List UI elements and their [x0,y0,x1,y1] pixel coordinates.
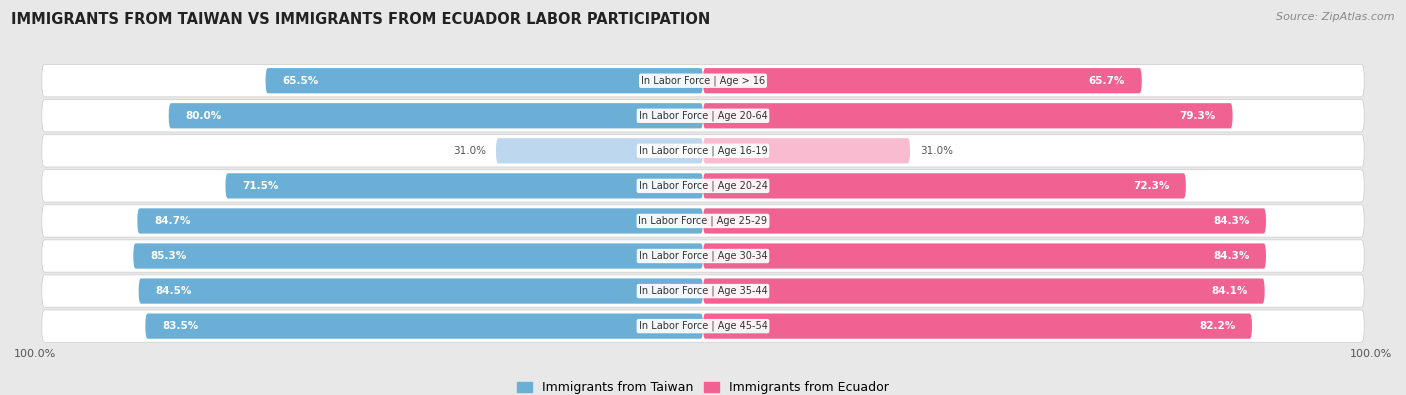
FancyBboxPatch shape [496,138,703,164]
FancyBboxPatch shape [703,103,1233,128]
FancyBboxPatch shape [169,103,703,128]
FancyBboxPatch shape [703,173,1185,199]
FancyBboxPatch shape [703,278,1264,304]
Text: 72.3%: 72.3% [1133,181,1170,191]
Text: In Labor Force | Age 20-64: In Labor Force | Age 20-64 [638,111,768,121]
FancyBboxPatch shape [138,208,703,233]
FancyBboxPatch shape [139,278,703,304]
Text: 84.3%: 84.3% [1213,251,1250,261]
Text: 84.1%: 84.1% [1212,286,1249,296]
Text: In Labor Force | Age 20-24: In Labor Force | Age 20-24 [638,181,768,191]
FancyBboxPatch shape [266,68,703,93]
FancyBboxPatch shape [42,310,1364,342]
Text: 82.2%: 82.2% [1199,321,1236,331]
FancyBboxPatch shape [703,208,1265,233]
Text: 79.3%: 79.3% [1180,111,1216,121]
Text: In Labor Force | Age 25-29: In Labor Force | Age 25-29 [638,216,768,226]
Text: 84.7%: 84.7% [155,216,191,226]
Text: In Labor Force | Age 16-19: In Labor Force | Age 16-19 [638,146,768,156]
Text: In Labor Force | Age 35-44: In Labor Force | Age 35-44 [638,286,768,296]
Text: In Labor Force | Age 30-34: In Labor Force | Age 30-34 [638,251,768,261]
FancyBboxPatch shape [42,65,1364,97]
FancyBboxPatch shape [42,205,1364,237]
Text: In Labor Force | Age > 16: In Labor Force | Age > 16 [641,75,765,86]
FancyBboxPatch shape [145,314,703,339]
FancyBboxPatch shape [42,100,1364,132]
Text: 84.3%: 84.3% [1213,216,1250,226]
Text: IMMIGRANTS FROM TAIWAN VS IMMIGRANTS FROM ECUADOR LABOR PARTICIPATION: IMMIGRANTS FROM TAIWAN VS IMMIGRANTS FRO… [11,12,710,27]
Text: In Labor Force | Age 45-54: In Labor Force | Age 45-54 [638,321,768,331]
FancyBboxPatch shape [225,173,703,199]
FancyBboxPatch shape [42,135,1364,167]
Text: 85.3%: 85.3% [150,251,186,261]
FancyBboxPatch shape [42,240,1364,272]
Text: 80.0%: 80.0% [186,111,222,121]
FancyBboxPatch shape [703,138,910,164]
Text: 31.0%: 31.0% [920,146,953,156]
Text: Source: ZipAtlas.com: Source: ZipAtlas.com [1277,12,1395,22]
FancyBboxPatch shape [703,68,1142,93]
Text: 65.7%: 65.7% [1088,76,1125,86]
Text: 71.5%: 71.5% [242,181,278,191]
FancyBboxPatch shape [703,314,1251,339]
FancyBboxPatch shape [42,275,1364,307]
Legend: Immigrants from Taiwan, Immigrants from Ecuador: Immigrants from Taiwan, Immigrants from … [512,376,894,395]
Text: 84.5%: 84.5% [155,286,191,296]
FancyBboxPatch shape [134,243,703,269]
FancyBboxPatch shape [703,243,1265,269]
FancyBboxPatch shape [42,170,1364,202]
Text: 31.0%: 31.0% [453,146,486,156]
Text: 65.5%: 65.5% [283,76,319,86]
Text: 83.5%: 83.5% [162,321,198,331]
